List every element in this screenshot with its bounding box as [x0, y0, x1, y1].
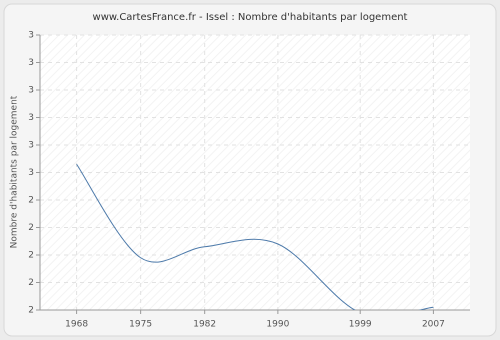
y-tick-label: 3 — [28, 58, 34, 68]
line-series — [76, 163, 434, 310]
y-tick-label: 3 — [28, 141, 34, 151]
plot-area — [40, 35, 470, 310]
x-tick-label: 2007 — [422, 320, 445, 330]
x-tick-label: 1975 — [129, 320, 152, 330]
x-tick-label: 1990 — [266, 320, 289, 330]
y-tick-label: 2 — [28, 223, 34, 233]
y-axis-label: Nombre d'habitants par logement — [10, 95, 20, 248]
x-tick-label: 1999 — [349, 320, 372, 330]
y-tick-label: 2 — [28, 278, 34, 288]
y-tick-label: 3 — [28, 86, 34, 96]
y-tick-label: 2 — [28, 306, 34, 316]
y-tick-label: 2 — [28, 196, 34, 206]
y-tick-label: 2 — [28, 251, 34, 261]
x-tick-label: 1982 — [193, 320, 216, 330]
y-tick-label: 3 — [28, 168, 34, 178]
y-tick-label: 3 — [28, 113, 34, 123]
y-tick-label: 3 — [28, 31, 34, 41]
x-tick-label: 1968 — [65, 320, 88, 330]
chart-title: www.CartesFrance.fr - Issel : Nombre d'h… — [93, 12, 408, 23]
